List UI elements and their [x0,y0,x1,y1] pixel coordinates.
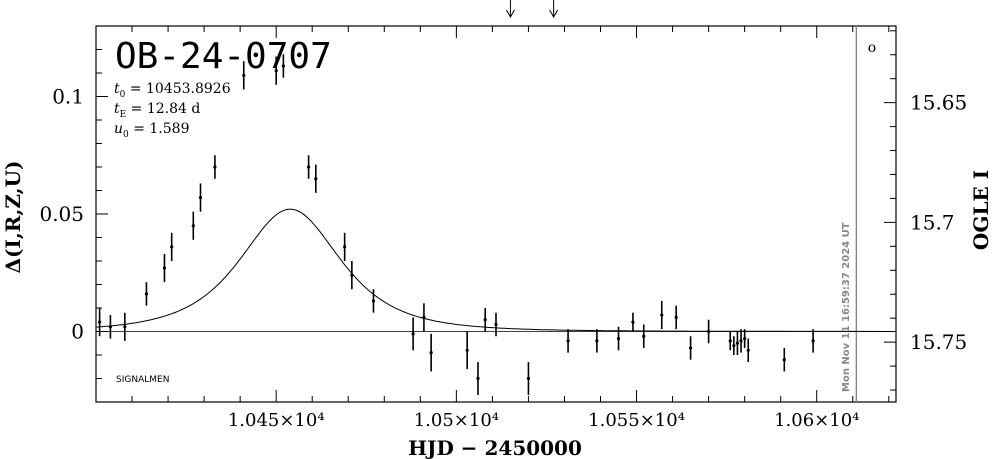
data-point [350,273,354,277]
x-axis-title: HJD − 2450000 [408,436,582,459]
x-tick-label: 1.045×10⁴ [228,410,325,431]
data-point [98,320,102,324]
data-point [281,64,285,68]
data-point [660,313,664,317]
data-point [739,339,743,343]
axes-group: 1.045×10⁴ 1.05×10⁴ 1.055×10⁴ 1.06×10⁴ 0 0.05 0… [39,0,967,431]
data-point [811,339,815,343]
data-point [735,341,740,345]
event-arrow-head [505,9,515,19]
event-arrow-head [549,9,559,19]
points-group [98,54,815,395]
data-point [674,315,678,319]
data-point [123,325,127,329]
data-point [170,245,174,249]
data-point [213,165,217,169]
data-point [314,177,318,181]
data-point [411,332,415,336]
chart-title: OB-24-0707 [115,36,332,77]
data-point [108,325,113,329]
data-point [144,292,149,296]
data-point [642,334,646,338]
data-point [688,346,693,350]
data-point [371,299,376,303]
y-tick-label-right: 15.75 [910,330,967,354]
data-point [198,195,203,200]
data-point [429,351,433,355]
y-tick-label-left: 0 [71,320,84,344]
data-point [732,344,736,348]
timestamp-stamp: Mon Nov 11 16:59:37 2024 UT [841,222,852,392]
data-point [191,224,195,228]
y-tick-label-left: 0.1 [52,85,84,109]
data-point [566,339,570,343]
data-point [707,329,711,334]
data-point [483,318,487,322]
y-tick-label-right: 15.65 [910,91,967,115]
data-point [616,336,621,341]
x-tick-label: 1.05×10⁴ [414,410,499,431]
model-group [95,208,897,332]
fit-param: t0 = 10453.8926 [114,81,231,100]
x-tick-label: 1.06×10⁴ [774,410,859,431]
corner-symbol: o [868,40,876,56]
data-point [782,358,786,362]
data-point [526,376,531,381]
data-point [494,322,498,327]
data-point [242,73,246,77]
data-point [465,348,469,352]
fit-param: tE = 12.84 d [114,101,200,120]
y-tick-label-left: 0.05 [39,202,84,226]
data-point [743,336,747,341]
x-tick-label: 1.055×10⁴ [588,410,685,431]
model-curve [95,208,897,332]
footer-label: SIGNALMEN [116,375,169,385]
data-point [274,69,278,73]
y-axis-title-left: Δ(I,R,Z,U) [1,161,25,274]
data-point [728,339,732,343]
data-point [595,339,599,343]
y-axis-title-right: OGLE I [969,170,993,250]
data-point [746,348,750,352]
data-point [631,320,635,324]
data-point [307,165,311,169]
data-point [343,245,347,249]
data-point [162,266,167,270]
y-tick-label-right: 15.7 [910,210,955,234]
data-point [476,376,480,381]
fit-param: u0 = 1.589 [114,121,189,140]
data-point [422,315,426,319]
